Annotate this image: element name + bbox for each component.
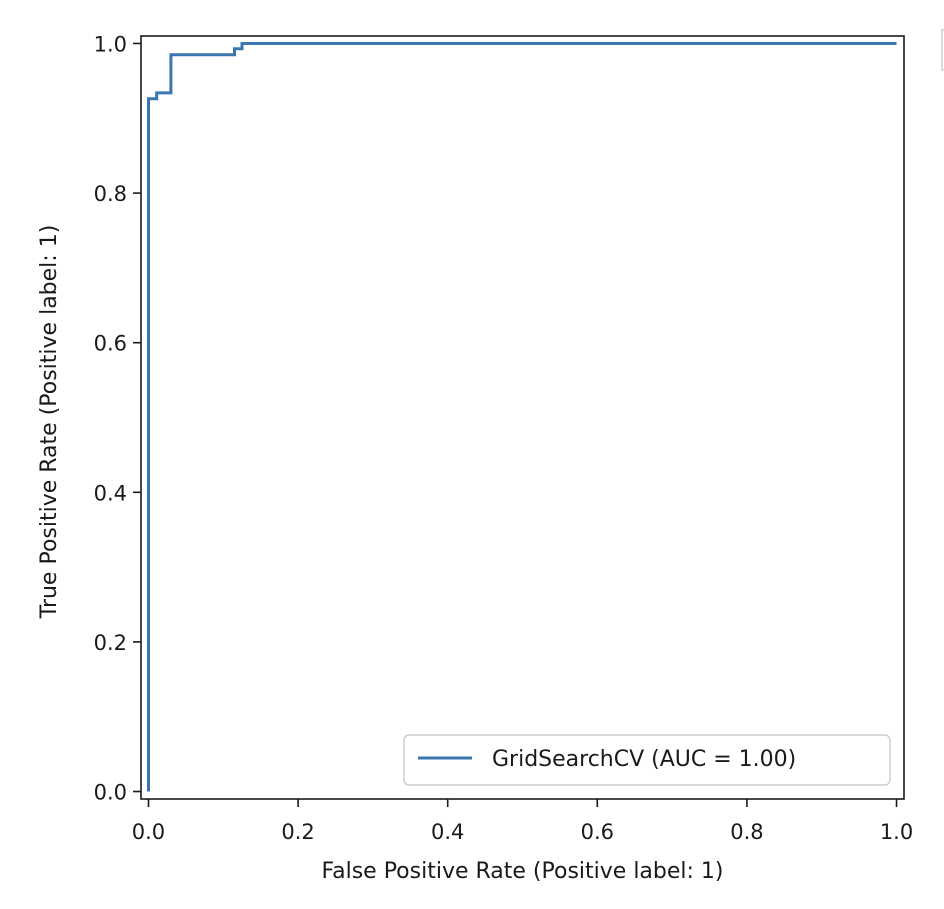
x-axis-label: False Positive Rate (Positive label: 1) <box>321 859 723 884</box>
legend: GridSearchCV (AUC = 1.00) <box>403 734 891 786</box>
cropped-edge-box <box>941 29 944 71</box>
x-tick-label: 0.6 <box>581 820 614 844</box>
x-tick-label: 1.0 <box>880 820 913 844</box>
y-tick-label: 0.6 <box>94 332 127 356</box>
y-tick-label: 0.8 <box>94 182 127 206</box>
y-tick-label: 0.0 <box>94 781 127 805</box>
x-tick-label: 0.4 <box>431 820 464 844</box>
axes-frame <box>140 35 905 800</box>
x-axis-ticks: 0.0 0.2 0.4 0.6 0.8 1.0 <box>132 799 913 844</box>
x-tick-label: 0.2 <box>281 820 314 844</box>
y-axis-ticks: 0.0 0.2 0.4 0.6 0.8 1.0 <box>94 32 141 805</box>
x-tick-label: 0.8 <box>730 820 763 844</box>
legend-box <box>403 734 891 786</box>
x-tick-label: 0.0 <box>132 820 165 844</box>
plot-area <box>140 29 944 800</box>
y-axis-label: True Positive Rate (Positive label: 1) <box>37 225 62 620</box>
legend-entry-label: GridSearchCV (AUC = 1.00) <box>492 747 796 772</box>
y-tick-label: 0.2 <box>94 631 127 655</box>
y-tick-label: 0.4 <box>94 481 127 505</box>
y-tick-label: 1.0 <box>94 32 127 56</box>
roc-curve-line-0 <box>147 42 897 792</box>
